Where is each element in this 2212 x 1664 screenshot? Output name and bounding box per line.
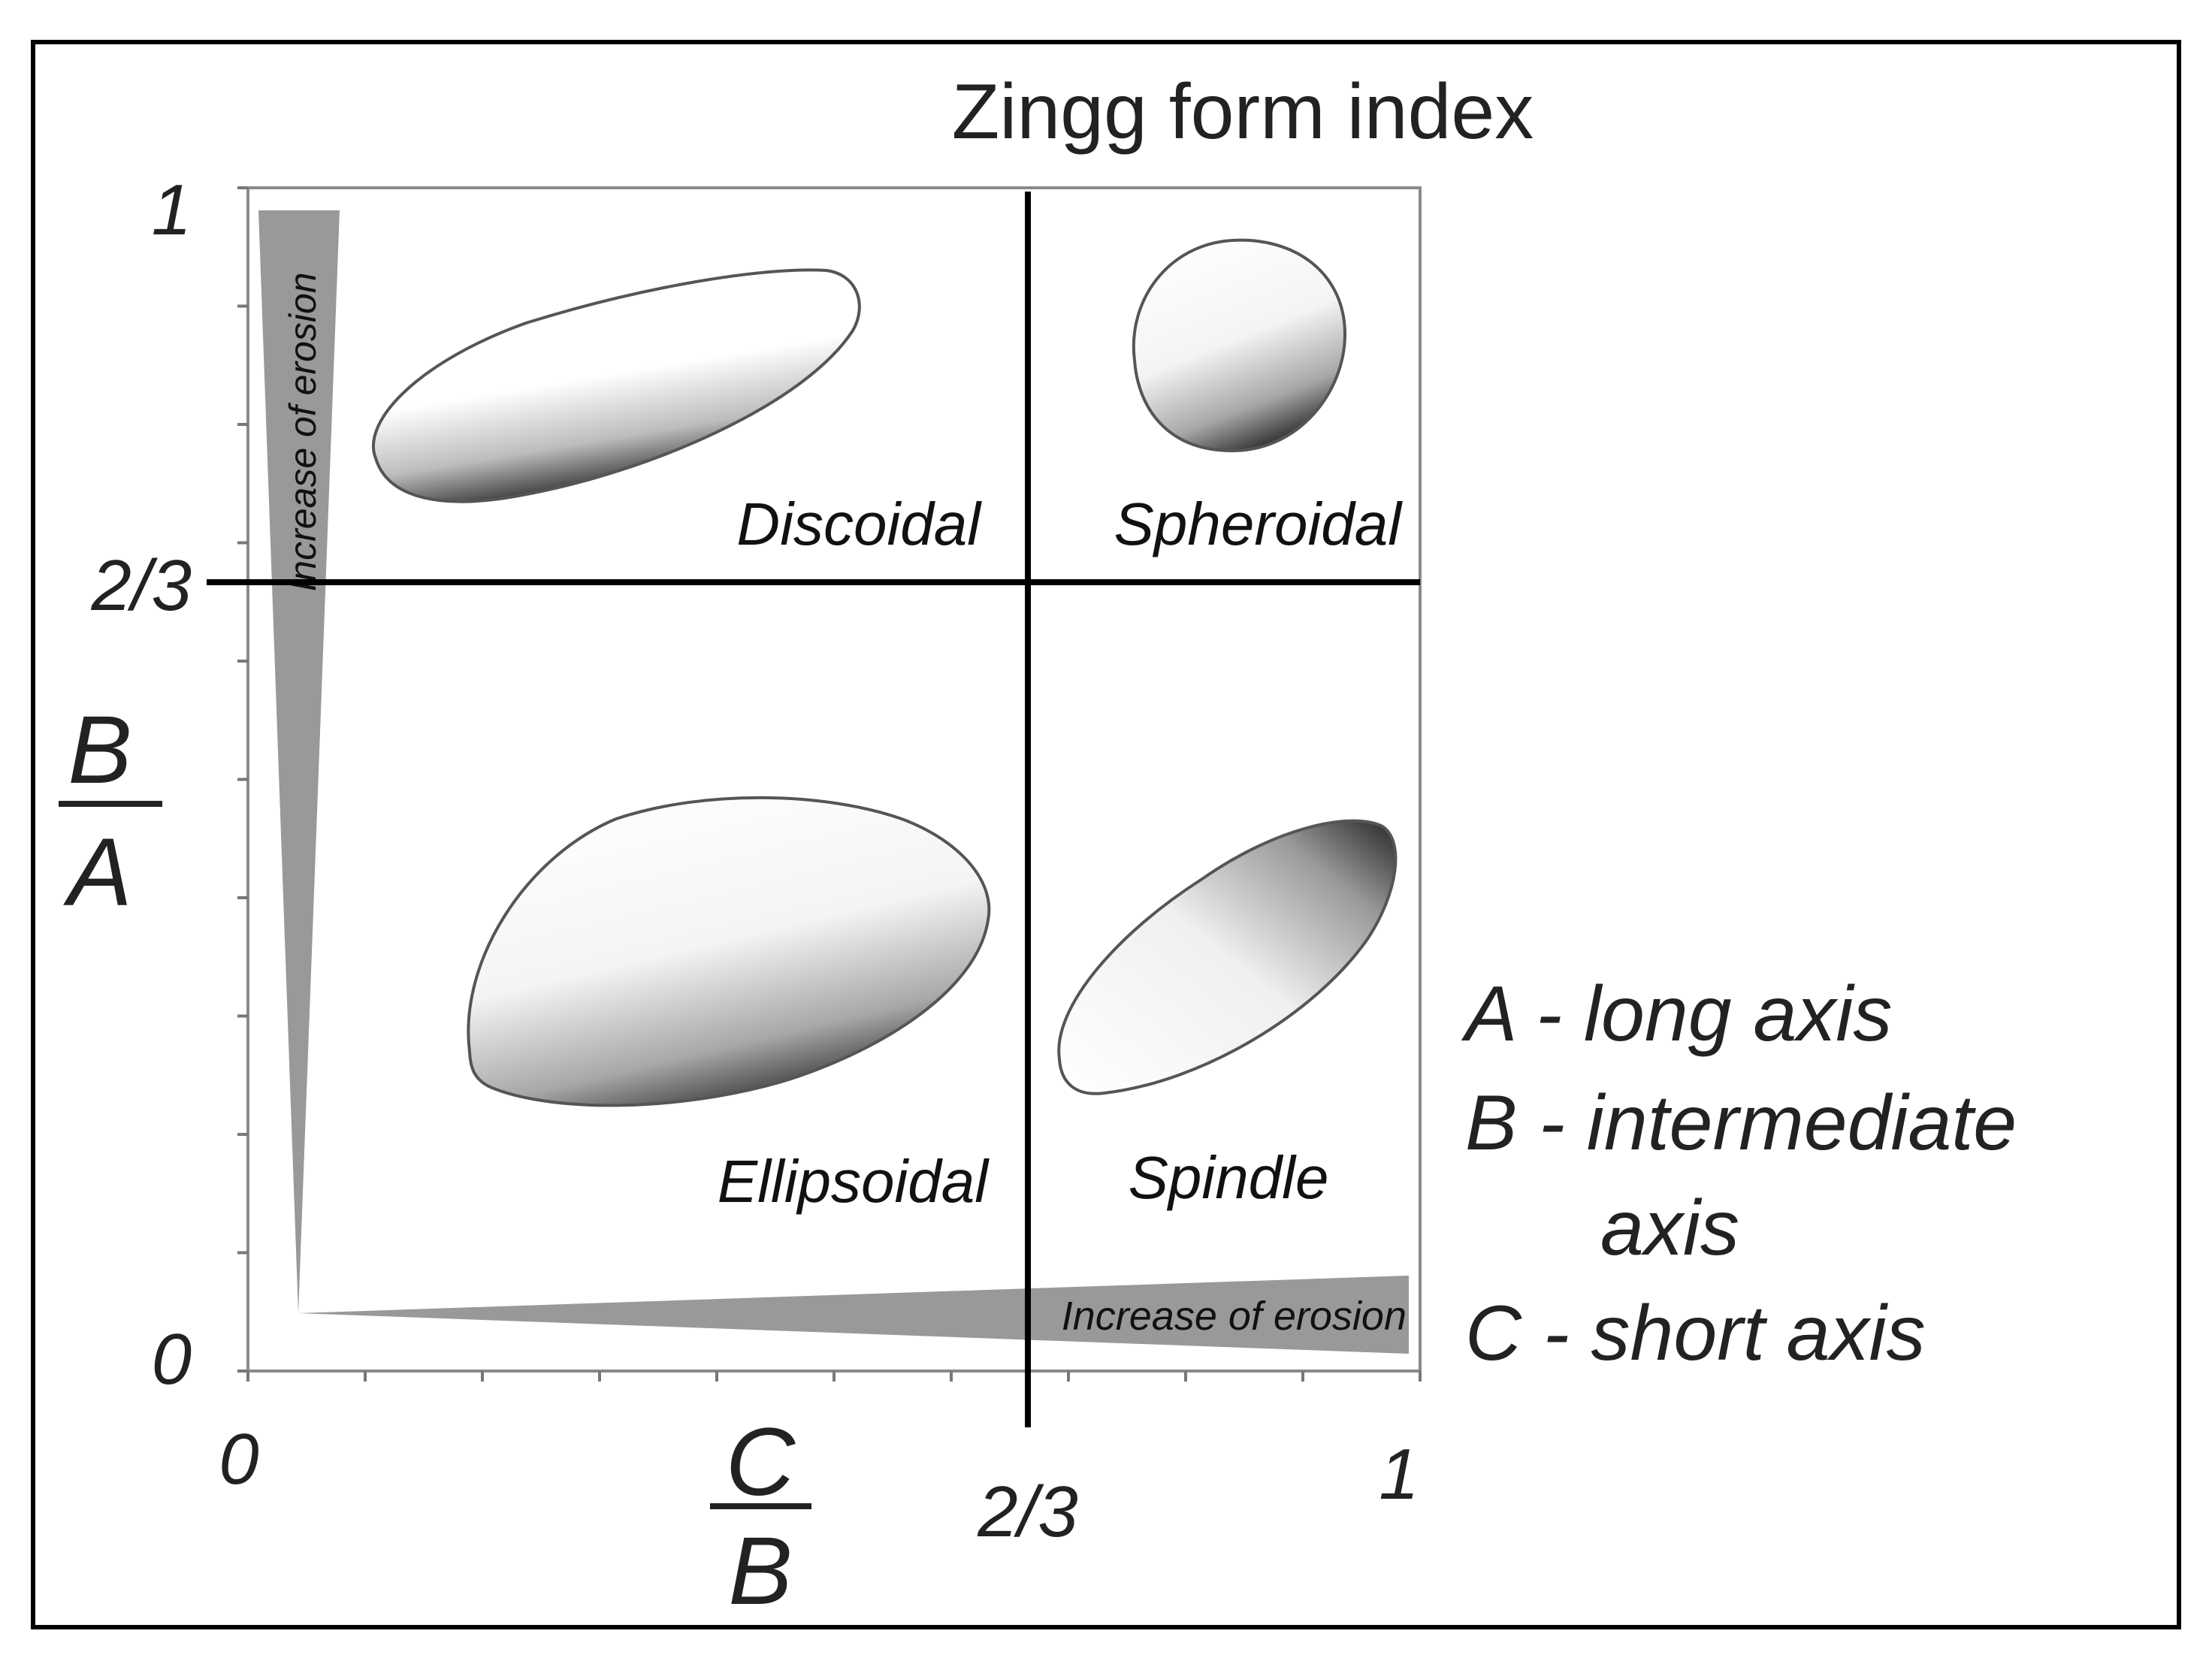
- diagram-title: Zingg form index: [952, 68, 1534, 156]
- minor-ticks: [237, 186, 1422, 1382]
- discoidal-particle: [371, 268, 861, 503]
- vertical-erosion-wedge: [258, 210, 340, 1313]
- y-tick-label-0: 0: [152, 1319, 192, 1400]
- x-axis-denominator: B: [728, 1518, 792, 1625]
- x-tick-label-2-3: 2/3: [977, 1472, 1077, 1552]
- spheroidal-particle: [1132, 238, 1347, 453]
- region-label-spindle: Spindle: [1129, 1144, 1329, 1211]
- region-label-ellipsoidal: Ellipsoidal: [718, 1148, 990, 1215]
- figure-frame: [31, 40, 2181, 1629]
- y-tick-label-1: 1: [152, 170, 192, 250]
- x-axis-numerator: C: [726, 1409, 796, 1516]
- legend-item-c: C - short axis: [1465, 1290, 1926, 1377]
- region-label-spheroidal: Spheroidal: [1114, 491, 1404, 557]
- y-axis-denominator: A: [62, 819, 131, 926]
- region-label-discoidal: Discoidal: [736, 491, 982, 557]
- legend-item-b-continued: axis: [1600, 1185, 1739, 1272]
- axis-legend: A - long axis B - intermediate axis C - …: [1461, 971, 2017, 1377]
- x-tick-label-1: 1: [1379, 1434, 1419, 1515]
- legend-item-a: A - long axis: [1461, 971, 1892, 1058]
- x-tick-label-0: 0: [219, 1419, 258, 1499]
- ellipsoidal-particle: [467, 796, 991, 1107]
- horizontal-erosion-label: Increase of erosion: [1062, 1294, 1407, 1339]
- y-axis-numerator: B: [68, 696, 131, 804]
- vertical-erosion-label: Increase of erosion: [282, 272, 324, 591]
- spindle-particle: [1057, 819, 1398, 1095]
- legend-item-b: B - intermediate: [1465, 1080, 2017, 1167]
- y-tick-label-2-3: 2/3: [91, 545, 192, 626]
- horizontal-erosion-wedge: [298, 1276, 1409, 1354]
